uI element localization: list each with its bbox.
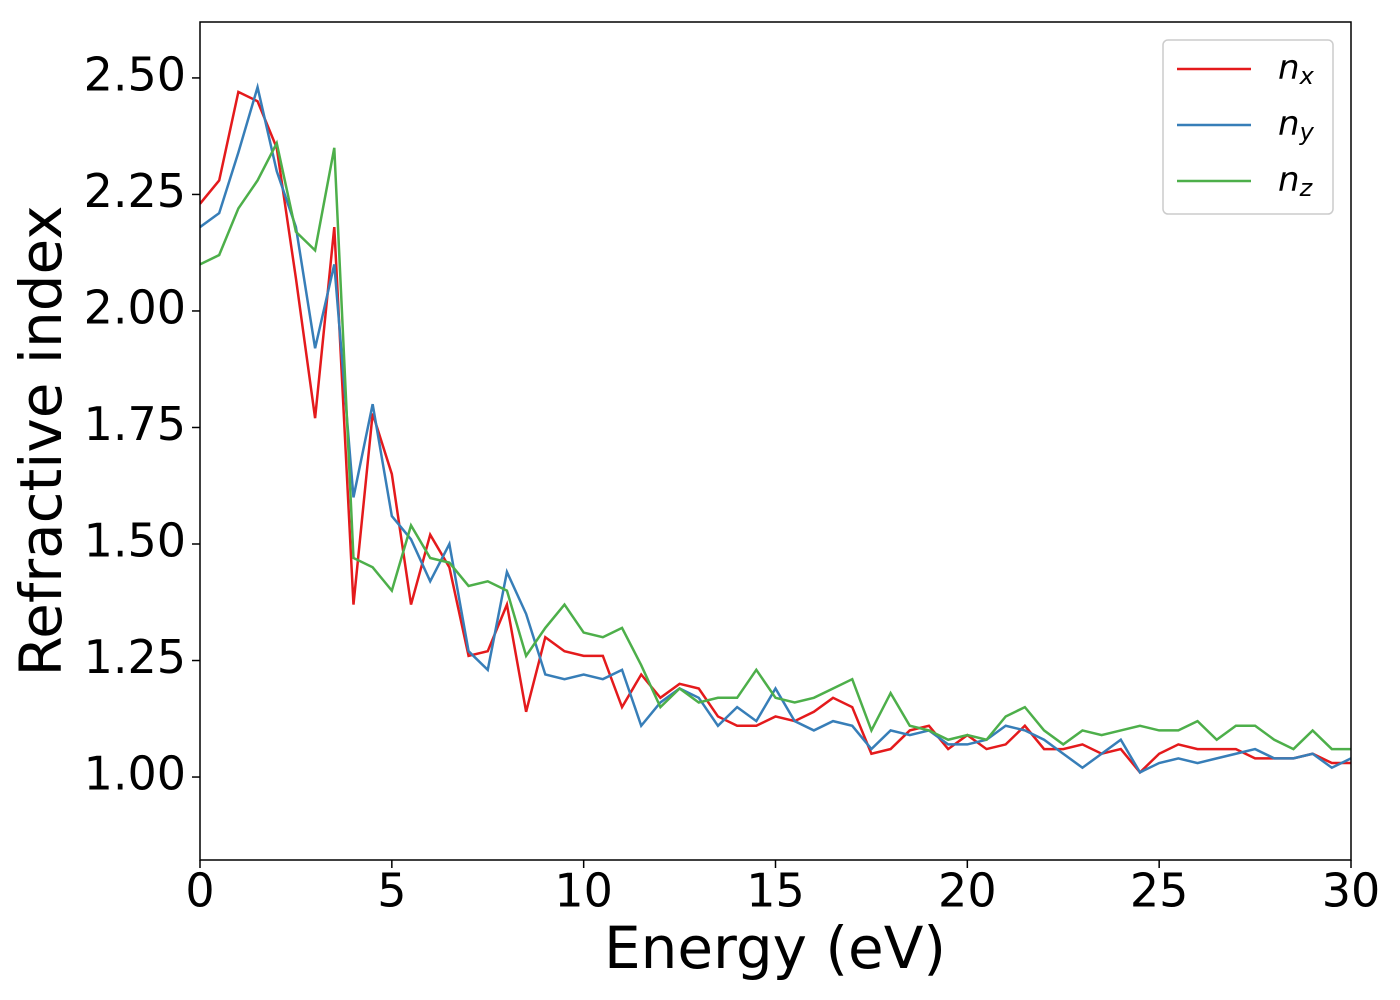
plot-frame	[199, 21, 1352, 861]
series-line	[200, 90, 1351, 775]
legend-label: ny	[1278, 104, 1315, 147]
y-tick-label: 2.25	[84, 164, 186, 218]
legend-label: nx	[1278, 48, 1315, 91]
y-tick-label: 2.50	[84, 47, 186, 101]
x-axis-label: Energy (eV)	[604, 914, 946, 982]
x-tick-label: 30	[1322, 864, 1381, 918]
y-axis-label: Refractive index	[7, 205, 75, 676]
series-line	[200, 139, 1351, 751]
x-tick-label: 15	[746, 864, 805, 918]
x-tick-label: 25	[1130, 864, 1189, 918]
x-tick-label: 0	[185, 864, 214, 918]
y-tick-label: 1.00	[84, 747, 186, 801]
x-tick-label: 5	[377, 864, 406, 918]
y-tick-label: 1.25	[84, 630, 186, 684]
y-tick-label: 1.50	[84, 514, 186, 568]
series-line	[200, 82, 1351, 775]
y-tick-label: 2.00	[84, 280, 186, 334]
y-tick-label: 1.75	[84, 397, 186, 451]
x-tick-label: 10	[554, 864, 613, 918]
x-tick-label: 20	[938, 864, 997, 918]
legend-label: nz	[1278, 160, 1314, 203]
legend-box	[1162, 39, 1334, 215]
